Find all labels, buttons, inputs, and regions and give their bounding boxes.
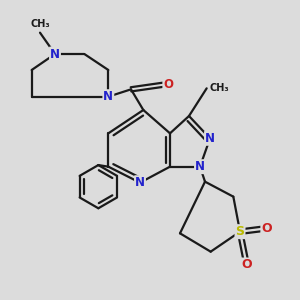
Text: CH₃: CH₃ [30, 19, 50, 29]
Text: N: N [195, 160, 205, 173]
Text: N: N [50, 47, 60, 61]
Text: O: O [261, 222, 272, 235]
Text: S: S [236, 225, 244, 238]
Text: N: N [205, 132, 215, 145]
Text: O: O [163, 77, 173, 91]
Text: O: O [242, 259, 252, 272]
Text: N: N [103, 90, 113, 103]
Text: N: N [135, 176, 145, 189]
Text: CH₃: CH₃ [209, 83, 229, 93]
